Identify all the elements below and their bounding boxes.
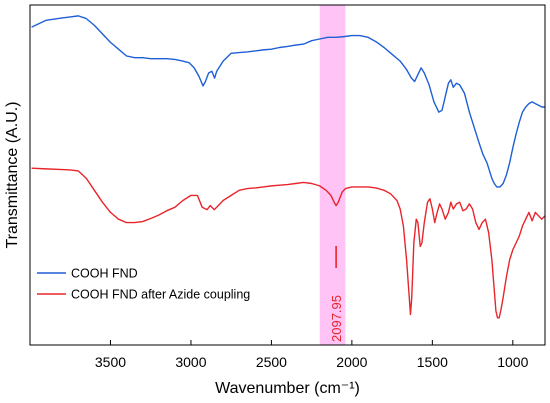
plot-frame [29,4,546,346]
legend-label-cooh-fnd: COOH FND [71,267,138,281]
series-line-cooh-fnd [31,15,545,188]
x-tick-label: 1500 [417,354,448,370]
x-tick-label: 1000 [497,354,528,370]
x-tick-label: 2000 [336,354,367,370]
x-axis-title: Wavenumber (cm⁻¹) [215,380,360,397]
series-line-after-azide [31,167,546,319]
x-axis-ticks: 3500 3000 2500 2000 1500 1000 [95,340,529,370]
legend-label-after-azide: COOH FND after Azide coupling [71,288,250,302]
highlight-band [319,5,346,345]
y-axis-title: Transmittance (A.U.) [4,102,21,249]
x-tick-label: 3000 [175,354,206,370]
annotation-label: 2097.95 [329,295,344,342]
x-tick-label: 3500 [95,354,126,370]
x-tick-label: 2500 [256,354,287,370]
series-layer [31,15,546,319]
legend: COOH FND COOH FND after Azide coupling [37,267,250,302]
